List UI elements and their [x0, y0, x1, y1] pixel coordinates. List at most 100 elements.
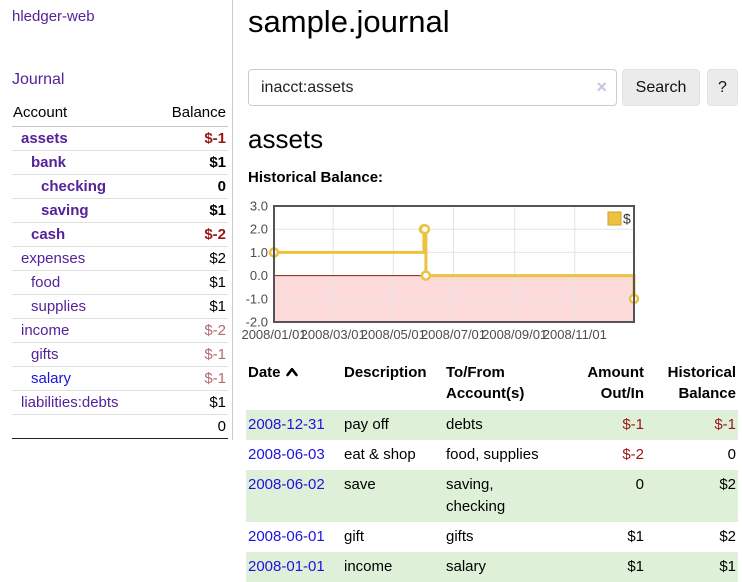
search-button[interactable]: Search	[622, 69, 700, 106]
search-input[interactable]	[248, 69, 617, 106]
date-column-header[interactable]: Date	[246, 358, 342, 410]
sort-ascending-icon	[285, 362, 298, 383]
transaction-date-link[interactable]: 2008-01-01	[248, 558, 325, 575]
account-balance: 0	[153, 174, 228, 199]
legend-label: $	[623, 211, 631, 227]
chart-label: Historical Balance:	[248, 169, 384, 186]
account-balance: $-2	[153, 318, 228, 343]
transaction-balance-cell: 0	[727, 446, 736, 463]
account-column-header: Account	[12, 101, 154, 127]
account-balance: $-2	[153, 222, 228, 247]
transaction-date-link[interactable]: 2008-06-01	[248, 528, 325, 545]
transaction-amount-cell: $1	[627, 558, 644, 575]
account-link-checking[interactable]: checking	[41, 178, 107, 195]
account-row: bank $1	[12, 150, 228, 175]
help-button[interactable]: ?	[707, 69, 738, 106]
transaction-date-link[interactable]: 2008-06-02	[248, 476, 325, 493]
register-row: 2008-01-01 income salary $1 $1	[246, 552, 738, 582]
account-name-cell: salary	[12, 366, 154, 391]
search-bar: × Search ?	[248, 69, 738, 106]
y-tick-label: 2.0	[250, 222, 268, 237]
account-row: liabilities:debts $1	[12, 390, 228, 415]
sidebar-item-journal[interactable]: Journal	[12, 71, 65, 88]
data-point[interactable]	[420, 270, 432, 281]
account-name-cell: assets	[12, 126, 154, 151]
transaction-date-cell: 2008-06-01	[246, 522, 342, 552]
balance-column-header: Balance	[153, 101, 228, 127]
account-link-liabilities-debts[interactable]: liabilities:debts	[21, 394, 119, 411]
legend-swatch	[607, 211, 622, 226]
register-table: Date Description To/From Account(s) Amou…	[246, 358, 738, 582]
account-balance: $-1	[153, 342, 228, 367]
data-point[interactable]	[419, 223, 431, 235]
plot-border	[273, 205, 635, 323]
account-link-cash[interactable]: cash	[31, 226, 66, 243]
transaction-accounts-cell: salary	[446, 558, 487, 575]
accounts-table: Account Balance assets $-1 bank $1 checking 0…	[12, 101, 228, 439]
transaction-date-cell: 2008-01-01	[246, 552, 342, 582]
x-tick-label: 2008/07/01	[421, 327, 486, 342]
search-input-wrap: ×	[248, 69, 617, 106]
account-link-supplies[interactable]: supplies	[31, 298, 87, 315]
transaction-accounts-cell: food, supplies	[446, 446, 539, 463]
y-tick-label: 3.0	[250, 199, 268, 214]
transaction-amount-cell: 0	[635, 476, 644, 493]
transaction-balance-cell: $1	[719, 558, 736, 575]
transaction-accounts-cell: debts	[446, 416, 483, 433]
account-balance: $-1	[153, 366, 228, 391]
transaction-accounts-cell: saving, checking	[446, 476, 506, 515]
transaction-description-cell: save	[344, 476, 376, 493]
transaction-balance-cell: $2	[719, 476, 736, 493]
transaction-amount-cell: $-2	[622, 446, 644, 463]
account-name-cell: supplies	[12, 294, 154, 319]
account-name-cell: income	[12, 318, 154, 343]
account-link-saving[interactable]: saving	[41, 202, 89, 219]
description-column-header: Description	[344, 364, 427, 381]
page-title: sample.journal	[248, 4, 450, 39]
account-balance: $1	[153, 270, 228, 295]
register-row: 2008-06-03 eat & shop food, supplies $-2 0	[246, 440, 738, 470]
transaction-amount-cell: $-1	[622, 416, 644, 433]
account-row: checking 0	[12, 174, 228, 199]
register-row: 2008-06-01 gift gifts $1 $2	[246, 522, 738, 552]
x-tick-label: 2008/03/01	[301, 327, 366, 342]
account-balance: $1	[153, 390, 228, 415]
account-row: supplies $1	[12, 294, 228, 319]
account-row: cash $-2	[12, 222, 228, 247]
account-link-income[interactable]: income	[21, 322, 70, 339]
balance-column-header-register: Historical Balance	[667, 364, 736, 402]
register-row: 2008-12-31 pay off debts $-1 $-1	[246, 410, 738, 440]
clear-search-icon[interactable]: ×	[596, 77, 607, 97]
account-row: gifts $-1	[12, 342, 228, 367]
x-tick-label: 2008/11/01	[543, 327, 607, 342]
account-link-bank[interactable]: bank	[31, 154, 67, 171]
transaction-date-cell: 2008-06-02	[246, 470, 342, 522]
account-balance: $2	[153, 246, 228, 271]
account-link-assets[interactable]: assets	[21, 130, 68, 147]
accounts-header-row: Account Balance	[12, 101, 228, 127]
y-tick-label: -1.0	[246, 291, 268, 306]
transaction-date-link[interactable]: 2008-06-03	[248, 446, 325, 463]
account-link-food[interactable]: food	[31, 274, 61, 291]
transaction-date-link[interactable]: 2008-12-31	[248, 416, 325, 433]
account-balance: $1	[153, 294, 228, 319]
account-name-cell: liabilities:debts	[12, 390, 154, 415]
transaction-balance-cell: $2	[719, 528, 736, 545]
app-title-link[interactable]: hledger-web	[12, 8, 95, 25]
account-name-cell: bank	[12, 150, 154, 175]
y-tick-label: 1.0	[250, 245, 268, 260]
accounts-column-header: To/From Account(s)	[446, 364, 525, 402]
sidebar: hledger-web Journal Account Balance asse…	[0, 0, 233, 440]
account-link-gifts[interactable]: gifts	[31, 346, 59, 363]
account-row: assets $-1	[12, 126, 228, 151]
account-row: income $-2	[12, 318, 228, 343]
account-heading: assets	[248, 124, 324, 154]
account-name-cell: expenses	[12, 246, 154, 271]
transaction-description-cell: eat & shop	[344, 446, 416, 463]
transaction-balance-cell: $-1	[714, 416, 736, 433]
account-row: expenses $2	[12, 246, 228, 271]
account-link-expenses[interactable]: expenses	[21, 250, 86, 267]
account-link-salary[interactable]: salary	[31, 370, 72, 387]
transaction-accounts-cell: gifts	[446, 528, 474, 545]
x-tick-label: 2008/01/01	[241, 327, 306, 342]
